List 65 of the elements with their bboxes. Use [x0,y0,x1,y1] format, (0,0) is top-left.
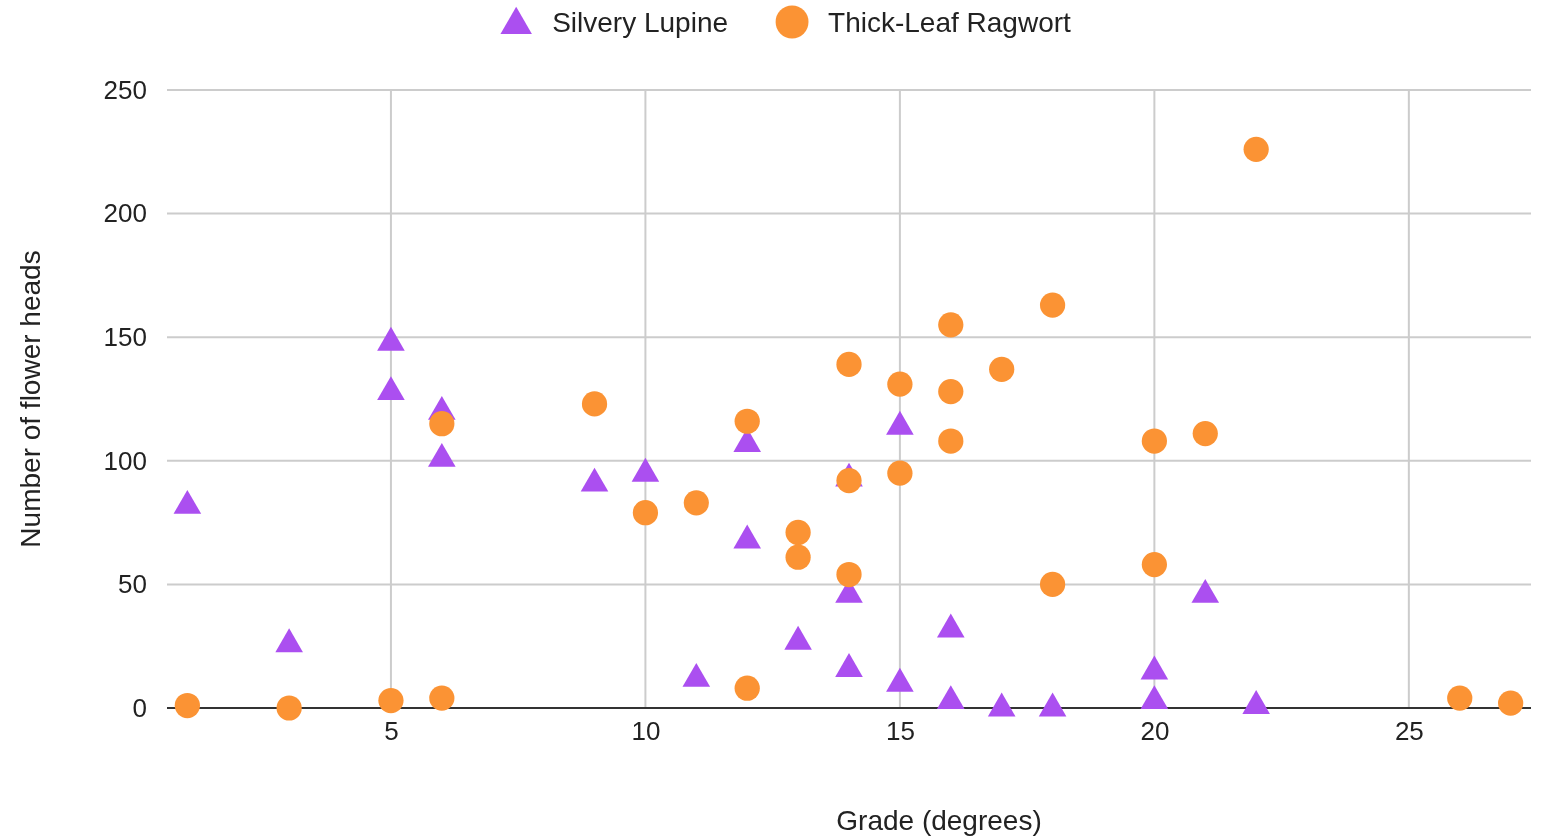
x-tick-label: 5 [384,716,399,747]
point [377,376,405,401]
point [580,467,609,492]
point [938,312,964,338]
point [886,410,914,435]
x-tick-label: 25 [1394,716,1424,747]
point [1191,578,1220,603]
point [835,653,863,677]
point [1141,552,1167,578]
point [1039,292,1066,318]
point [682,662,711,687]
point [1140,685,1169,710]
point [378,687,404,714]
y-tick-label: 0 [132,692,147,723]
point [1039,571,1066,597]
point [886,667,914,692]
point [276,695,302,721]
point [631,457,660,482]
point [275,628,303,653]
point [1242,690,1270,715]
legend-label: Thick-Leaf Ragwort [828,7,1072,38]
point [785,544,811,570]
y-tick-label: 200 [103,198,147,229]
point [1192,421,1218,447]
y-tick-label: 250 [103,74,147,105]
point [1038,692,1067,717]
point [938,428,964,454]
point [887,371,913,397]
point [683,490,709,516]
point [733,524,762,549]
x-tick-label: 20 [1140,716,1170,747]
point [1140,655,1169,680]
y-tick-label: 150 [103,322,147,353]
point [428,442,456,467]
point [1141,428,1167,454]
point [936,685,965,710]
point [377,326,405,351]
point [1243,136,1269,162]
point [836,351,862,377]
point [734,675,760,701]
legend-label: Silvery Lupine [552,7,729,38]
y-tick-label: 50 [118,569,147,600]
point [173,489,202,514]
point [581,391,608,417]
point [734,408,760,434]
point [785,519,811,546]
point [987,692,1016,717]
y-tick-label: 100 [103,445,147,476]
x-tick-label: 10 [631,716,661,747]
point [1498,690,1524,716]
point [989,356,1015,382]
point [429,685,455,711]
point [632,500,659,526]
point [936,613,965,638]
x-tick-label: 15 [885,716,915,747]
point [429,411,455,437]
point [1447,685,1473,711]
point [836,467,862,494]
point [836,561,862,588]
point [784,625,812,650]
x-axis-title: Grade (degrees) [836,805,1042,836]
y-axis-title: Number of flower heads [15,250,46,548]
point [887,460,913,486]
point [174,692,200,719]
point [938,378,964,405]
